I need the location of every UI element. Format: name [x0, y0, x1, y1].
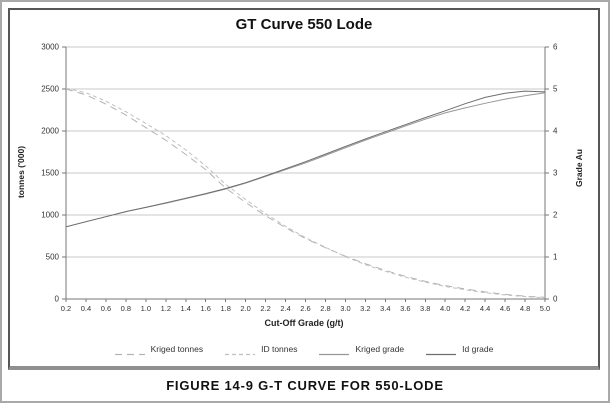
- left-tick-label: 3000: [41, 43, 59, 52]
- legend-label: Kriged grade: [355, 344, 405, 354]
- x-tick-label: 1.6: [200, 304, 210, 313]
- left-tick-label: 500: [46, 253, 60, 262]
- series-kriged-grade: [65, 92, 546, 228]
- x-tick-label: 3.4: [380, 304, 390, 313]
- x-tick-label: 1.4: [181, 304, 191, 313]
- x-tick-label: 1.2: [161, 304, 171, 313]
- legend-label: Kriged tonnes: [150, 344, 204, 354]
- x-tick-label: 4.0: [440, 304, 450, 313]
- right-tick-label: 2: [553, 211, 558, 220]
- right-tick-label: 4: [553, 127, 558, 136]
- x-tick-label: 1.0: [141, 304, 151, 313]
- chart-title: GT Curve 550 Lode: [235, 16, 373, 33]
- x-tick-label: 1.8: [220, 304, 230, 313]
- x-tick-label: 3.2: [360, 304, 370, 313]
- x-axis-title: Cut-Off Grade (g/t): [264, 318, 344, 328]
- series-id-grade: [65, 90, 546, 228]
- right-tick-label: 3: [553, 169, 558, 178]
- kriged-tonnes-line-sample: [114, 348, 145, 355]
- left-tick-label: 1500: [41, 169, 59, 178]
- left-tick-label: 1000: [41, 211, 59, 220]
- x-tick-label: 2.8: [320, 304, 330, 313]
- x-tick-label: 4.8: [520, 304, 530, 313]
- x-tick-label: 2.6: [300, 304, 310, 313]
- x-tick-label: 0.6: [101, 304, 111, 313]
- x-tick-label: 2.4: [280, 304, 290, 313]
- left-tick-label: 2000: [41, 127, 59, 136]
- x-tick-label: 3.0: [340, 304, 350, 313]
- x-tick-label: 0.2: [61, 304, 71, 313]
- series-id-tonnes: [65, 87, 546, 299]
- id-tonnes-line-sample: [225, 348, 256, 355]
- right-tick-label: 1: [553, 253, 558, 262]
- left-tick-label: 2500: [41, 85, 59, 94]
- left-tick-label: 0: [55, 295, 60, 304]
- x-tick-label: 0.4: [81, 304, 91, 313]
- x-tick-label: 4.2: [460, 304, 470, 313]
- x-tick-label: 2.0: [240, 304, 250, 313]
- legend-item-kriged-grade: Kriged grade: [319, 344, 405, 355]
- id-grade-line-sample: [426, 348, 457, 355]
- right-tick-label: 0: [553, 295, 558, 304]
- right-tick-label: 6: [553, 43, 558, 52]
- x-tick-label: 5.0: [540, 304, 550, 313]
- left-axis-title: tonnes ('000): [16, 145, 26, 199]
- x-tick-label: 0.8: [121, 304, 131, 313]
- x-tick-label: 4.4: [480, 304, 490, 313]
- legend-label: ID tonnes: [261, 344, 298, 354]
- kriged-grade-line-sample: [319, 348, 350, 355]
- x-tick-label: 2.2: [260, 304, 270, 313]
- series-kriged-tonnes: [65, 88, 546, 298]
- legend: Kriged tonnes ID tonnes Kriged grade Id …: [10, 344, 598, 355]
- legend-label: Id grade: [462, 344, 494, 354]
- legend-item-id-tonnes: ID tonnes: [225, 344, 298, 355]
- figure-caption: FIGURE 14-9 G-T CURVE FOR 550-LODE: [166, 378, 444, 393]
- x-tick-label: 3.6: [400, 304, 410, 313]
- right-axis-title: Grade Au: [574, 149, 584, 187]
- x-tick-label: 3.8: [420, 304, 430, 313]
- x-tick-label: 4.6: [500, 304, 510, 313]
- plot-area: 0 500 1000 1500 2000 2500 3000 0 1 2 3 4 5 6 0.2 0.4 0.6…: [41, 43, 558, 314]
- legend-item-id-grade: Id grade: [426, 344, 494, 355]
- legend-item-kriged-tonnes: Kriged tonnes: [114, 344, 204, 355]
- chart-figure: GT Curve 550 Lode 0 500 1000 1500 2000 2500 30…: [8, 8, 600, 370]
- right-tick-label: 5: [553, 85, 558, 94]
